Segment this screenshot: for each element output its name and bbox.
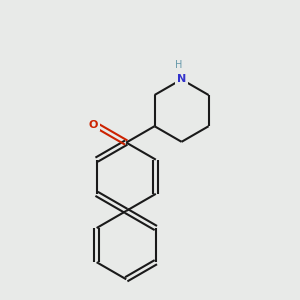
Text: N: N [177, 74, 186, 84]
Text: O: O [89, 120, 98, 130]
Text: H: H [175, 60, 182, 70]
